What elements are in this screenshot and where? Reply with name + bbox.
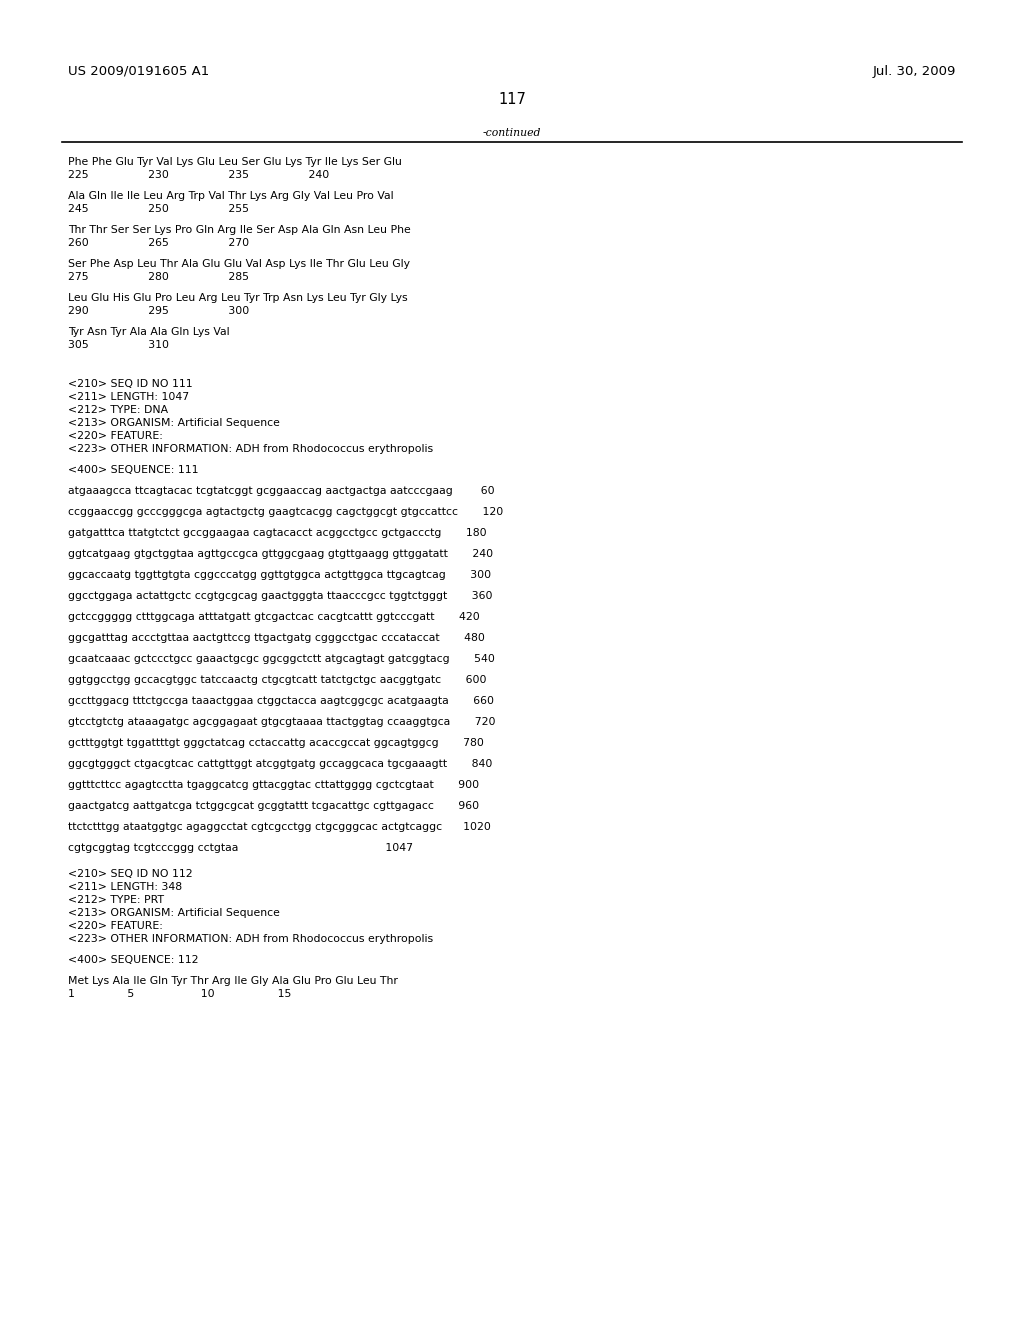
Text: ggtcatgaag gtgctggtaa agttgccgca gttggcgaag gtgttgaagg gttggatatt       240: ggtcatgaag gtgctggtaa agttgccgca gttggcg…	[68, 549, 494, 558]
Text: Ser Phe Asp Leu Thr Ala Glu Glu Val Asp Lys Ile Thr Glu Leu Gly: Ser Phe Asp Leu Thr Ala Glu Glu Val Asp …	[68, 259, 410, 269]
Text: gctccggggg ctttggcaga atttatgatt gtcgactcac cacgtcattt ggtcccgatt       420: gctccggggg ctttggcaga atttatgatt gtcgact…	[68, 612, 480, 622]
Text: Thr Thr Ser Ser Lys Pro Gln Arg Ile Ser Asp Ala Gln Asn Leu Phe: Thr Thr Ser Ser Lys Pro Gln Arg Ile Ser …	[68, 224, 411, 235]
Text: atgaaagcca ttcagtacac tcgtatcggt gcggaaccag aactgactga aatcccgaag        60: atgaaagcca ttcagtacac tcgtatcggt gcggaac…	[68, 486, 495, 496]
Text: Met Lys Ala Ile Gln Tyr Thr Arg Ile Gly Ala Glu Pro Glu Leu Thr: Met Lys Ala Ile Gln Tyr Thr Arg Ile Gly …	[68, 975, 398, 986]
Text: Tyr Asn Tyr Ala Ala Gln Lys Val: Tyr Asn Tyr Ala Ala Gln Lys Val	[68, 327, 229, 337]
Text: -continued: -continued	[482, 128, 542, 139]
Text: <212> TYPE: DNA: <212> TYPE: DNA	[68, 405, 168, 414]
Text: <213> ORGANISM: Artificial Sequence: <213> ORGANISM: Artificial Sequence	[68, 908, 280, 917]
Text: <211> LENGTH: 1047: <211> LENGTH: 1047	[68, 392, 189, 403]
Text: gccttggacg tttctgccga taaactggaa ctggctacca aagtcggcgc acatgaagta       660: gccttggacg tttctgccga taaactggaa ctggcta…	[68, 696, 494, 706]
Text: <223> OTHER INFORMATION: ADH from Rhodococcus erythropolis: <223> OTHER INFORMATION: ADH from Rhodoc…	[68, 444, 433, 454]
Text: 117: 117	[498, 92, 526, 107]
Text: <212> TYPE: PRT: <212> TYPE: PRT	[68, 895, 164, 906]
Text: ggcctggaga actattgctc ccgtgcgcag gaactgggta ttaacccgcc tggtctgggt       360: ggcctggaga actattgctc ccgtgcgcag gaactgg…	[68, 591, 493, 601]
Text: cgtgcggtag tcgtcccggg cctgtaa                                          1047: cgtgcggtag tcgtcccggg cctgtaa 1047	[68, 843, 413, 853]
Text: ggcaccaatg tggttgtgta cggcccatgg ggttgtggca actgttggca ttgcagtcag       300: ggcaccaatg tggttgtgta cggcccatgg ggttgtg…	[68, 570, 492, 579]
Text: <400> SEQUENCE: 112: <400> SEQUENCE: 112	[68, 954, 199, 965]
Text: <400> SEQUENCE: 111: <400> SEQUENCE: 111	[68, 465, 199, 475]
Text: gcaatcaaac gctccctgcc gaaactgcgc ggcggctctt atgcagtagt gatcggtacg       540: gcaatcaaac gctccctgcc gaaactgcgc ggcggct…	[68, 653, 495, 664]
Text: ggcgatttag accctgttaa aactgttccg ttgactgatg cgggcctgac cccataccat       480: ggcgatttag accctgttaa aactgttccg ttgactg…	[68, 634, 485, 643]
Text: gtcctgtctg ataaagatgc agcggagaat gtgcgtaaaa ttactggtag ccaaggtgca       720: gtcctgtctg ataaagatgc agcggagaat gtgcgta…	[68, 717, 496, 727]
Text: gatgatttca ttatgtctct gccggaagaa cagtacacct acggcctgcc gctgaccctg       180: gatgatttca ttatgtctct gccggaagaa cagtaca…	[68, 528, 486, 539]
Text: ggtttcttcc agagtcctta tgaggcatcg gttacggtac cttattgggg cgctcgtaat       900: ggtttcttcc agagtcctta tgaggcatcg gttacgg…	[68, 780, 479, 789]
Text: US 2009/0191605 A1: US 2009/0191605 A1	[68, 65, 209, 78]
Text: Phe Phe Glu Tyr Val Lys Glu Leu Ser Glu Lys Tyr Ile Lys Ser Glu: Phe Phe Glu Tyr Val Lys Glu Leu Ser Glu …	[68, 157, 401, 168]
Text: <220> FEATURE:: <220> FEATURE:	[68, 921, 163, 931]
Text: <211> LENGTH: 348: <211> LENGTH: 348	[68, 882, 182, 892]
Text: <210> SEQ ID NO 112: <210> SEQ ID NO 112	[68, 869, 193, 879]
Text: <220> FEATURE:: <220> FEATURE:	[68, 432, 163, 441]
Text: gctttggtgt tggattttgt gggctatcag cctaccattg acaccgccat ggcagtggcg       780: gctttggtgt tggattttgt gggctatcag cctacca…	[68, 738, 484, 748]
Text: <213> ORGANISM: Artificial Sequence: <213> ORGANISM: Artificial Sequence	[68, 418, 280, 428]
Text: ggtggcctgg gccacgtggc tatccaactg ctgcgtcatt tatctgctgc aacggtgatc       600: ggtggcctgg gccacgtggc tatccaactg ctgcgtc…	[68, 675, 486, 685]
Text: ggcgtgggct ctgacgtcac cattgttggt atcggtgatg gccaggcaca tgcgaaagtt       840: ggcgtgggct ctgacgtcac cattgttggt atcggtg…	[68, 759, 493, 770]
Text: Jul. 30, 2009: Jul. 30, 2009	[872, 65, 956, 78]
Text: 305                 310: 305 310	[68, 341, 169, 350]
Text: ccggaaccgg gcccgggcga agtactgctg gaagtcacgg cagctggcgt gtgccattcc       120: ccggaaccgg gcccgggcga agtactgctg gaagtca…	[68, 507, 503, 517]
Text: <223> OTHER INFORMATION: ADH from Rhodococcus erythropolis: <223> OTHER INFORMATION: ADH from Rhodoc…	[68, 935, 433, 944]
Text: gaactgatcg aattgatcga tctggcgcat gcggtattt tcgacattgc cgttgagacc       960: gaactgatcg aattgatcga tctggcgcat gcggtat…	[68, 801, 479, 810]
Text: 290                 295                 300: 290 295 300	[68, 306, 249, 315]
Text: ttctctttgg ataatggtgc agaggcctat cgtcgcctgg ctgcgggcac actgtcaggc      1020: ttctctttgg ataatggtgc agaggcctat cgtcgcc…	[68, 822, 490, 832]
Text: <210> SEQ ID NO 111: <210> SEQ ID NO 111	[68, 379, 193, 389]
Text: Ala Gln Ile Ile Leu Arg Trp Val Thr Lys Arg Gly Val Leu Pro Val: Ala Gln Ile Ile Leu Arg Trp Val Thr Lys …	[68, 191, 393, 201]
Text: 1               5                   10                  15: 1 5 10 15	[68, 989, 292, 999]
Text: 275                 280                 285: 275 280 285	[68, 272, 249, 282]
Text: 260                 265                 270: 260 265 270	[68, 238, 249, 248]
Text: Leu Glu His Glu Pro Leu Arg Leu Tyr Trp Asn Lys Leu Tyr Gly Lys: Leu Glu His Glu Pro Leu Arg Leu Tyr Trp …	[68, 293, 408, 304]
Text: 225                 230                 235                 240: 225 230 235 240	[68, 170, 330, 180]
Text: 245                 250                 255: 245 250 255	[68, 205, 249, 214]
